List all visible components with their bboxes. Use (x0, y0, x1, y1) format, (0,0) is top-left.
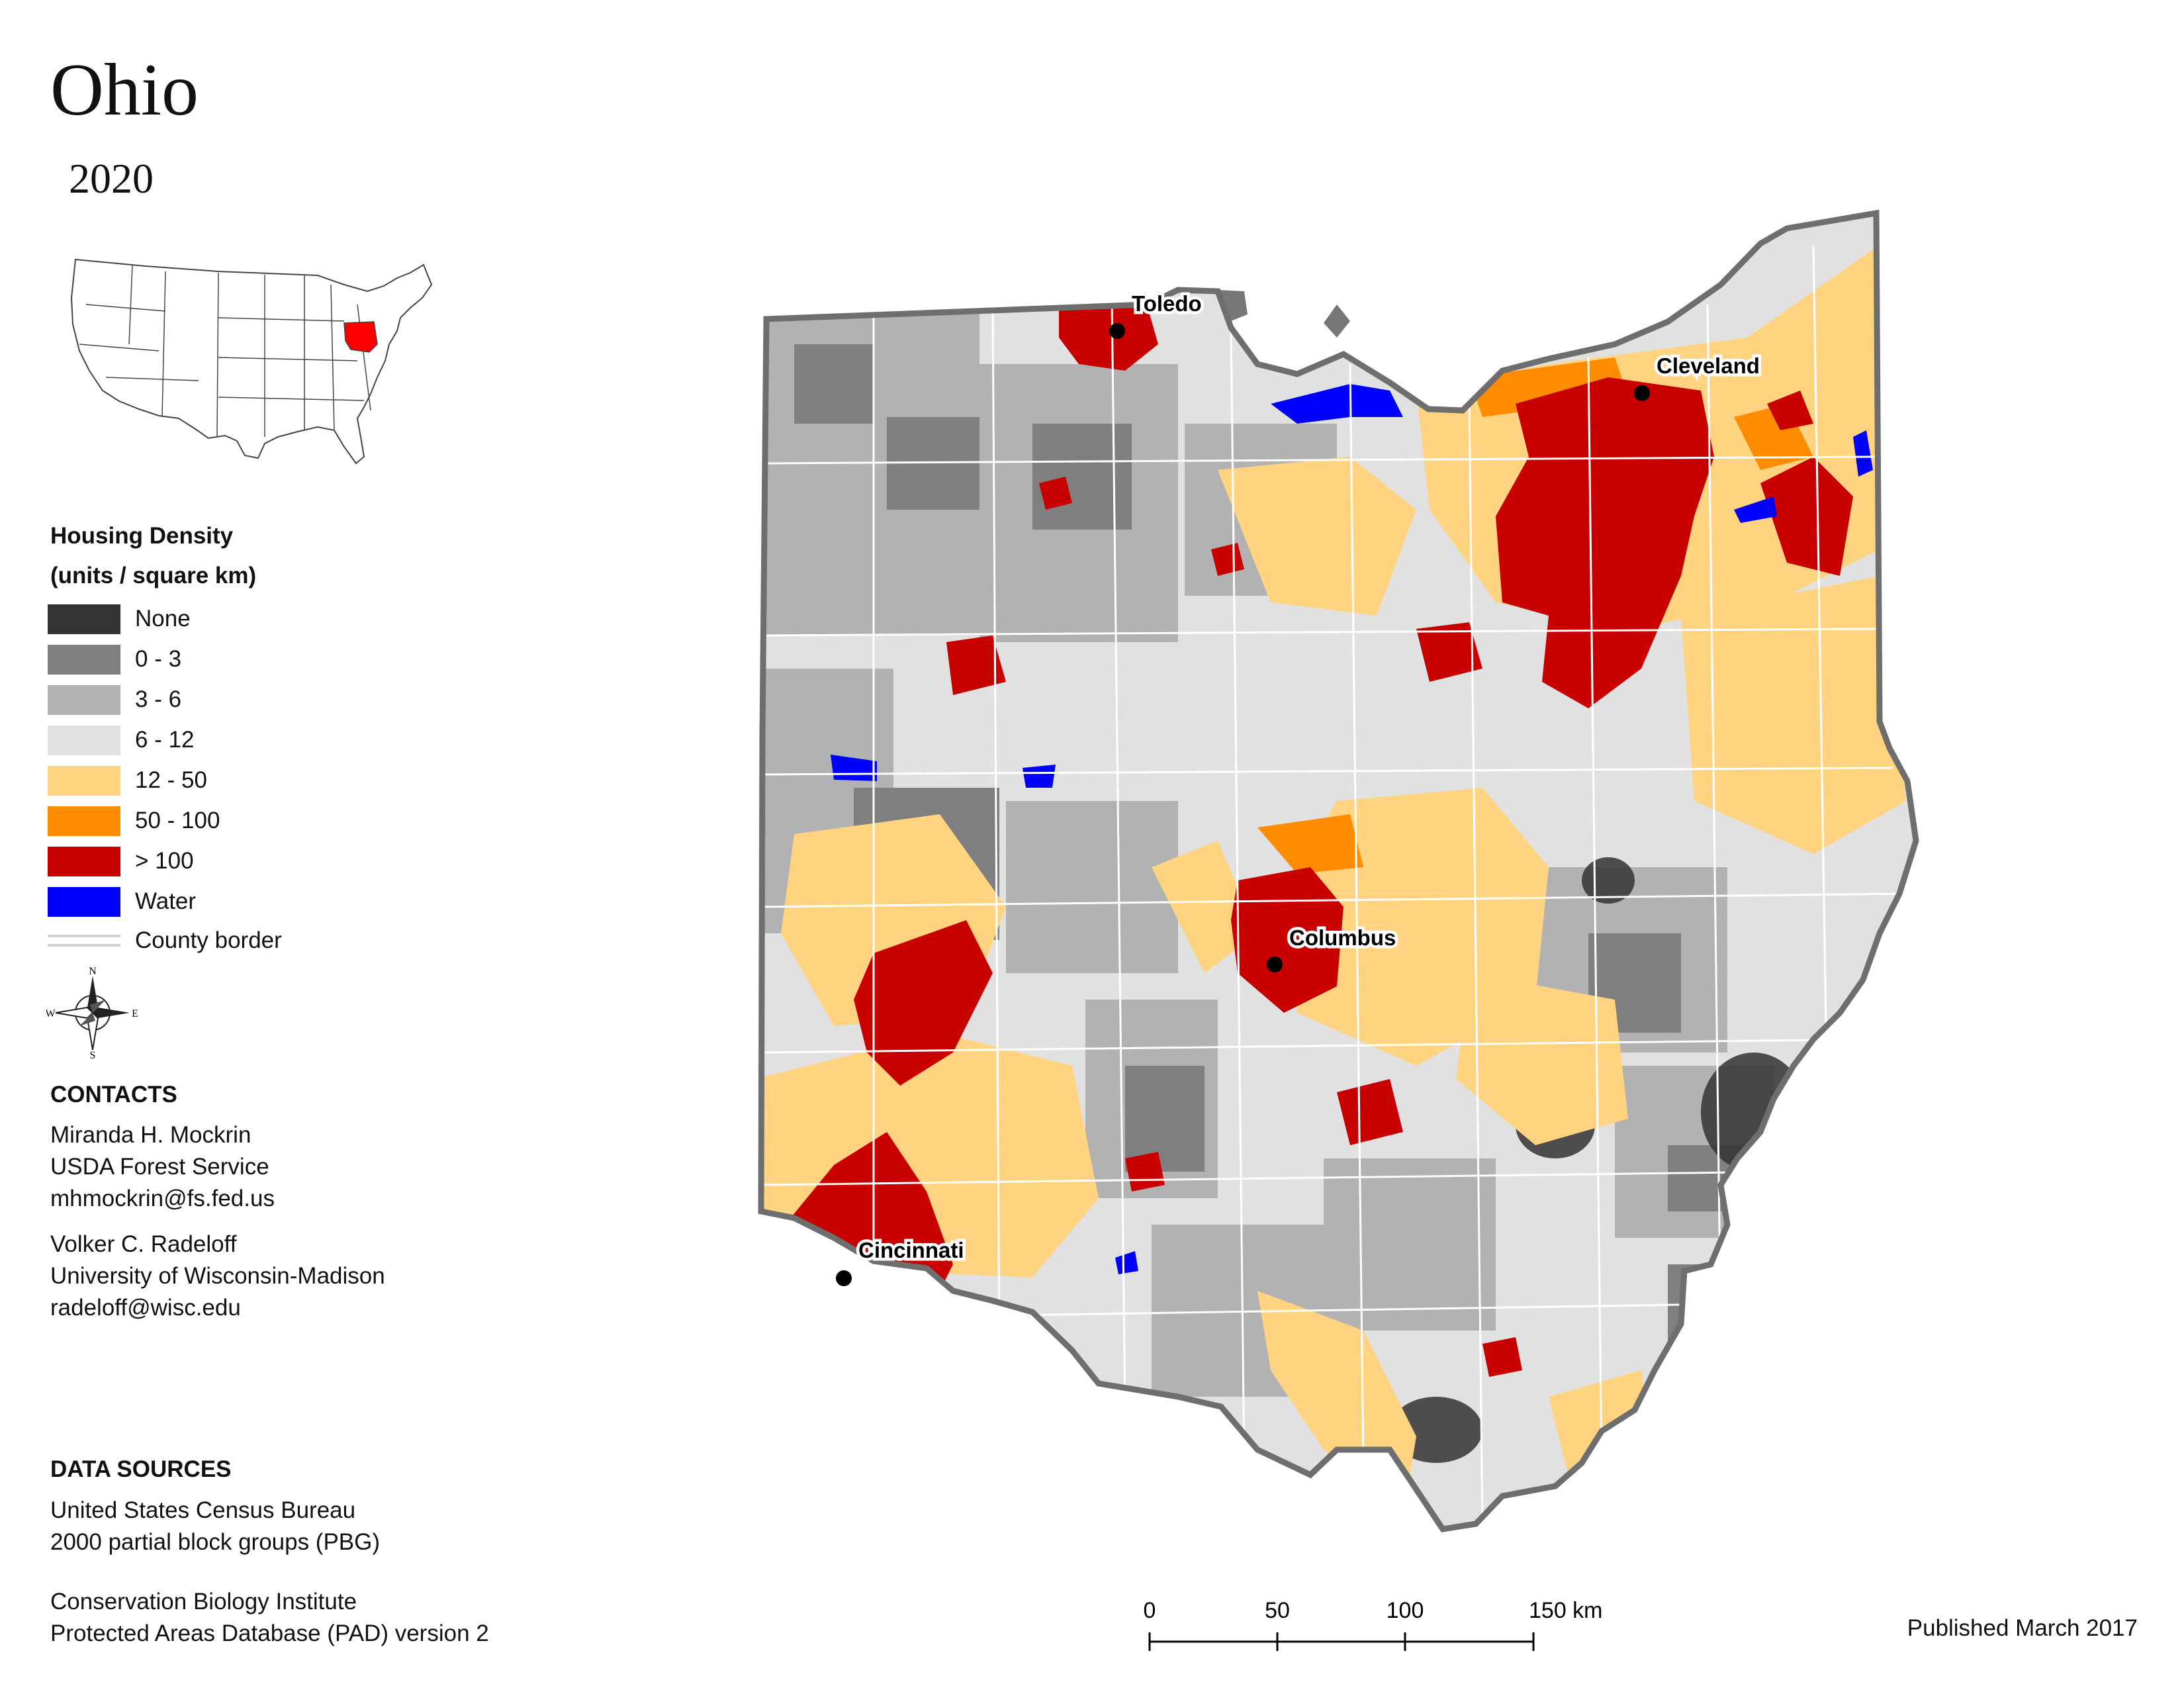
ohio-highlight (343, 321, 378, 353)
dayton-urban (854, 920, 993, 1086)
city-label: Cincinnati (858, 1238, 964, 1262)
legend-item: 6 - 12 (48, 724, 195, 757)
city-label: Columbus (1289, 925, 1396, 950)
data-sources-heading: DATA SOURCES (50, 1456, 232, 1482)
legend-label: County border (135, 927, 282, 953)
legend-label: > 100 (135, 848, 194, 874)
contact2-org: University of Wisconsin-Madison (50, 1263, 385, 1289)
contact2-email[interactable]: radeloff@wisc.edu (50, 1295, 241, 1321)
toledo-urban (1059, 298, 1158, 371)
compass-s: S (90, 1050, 96, 1059)
legend-swatch (48, 604, 120, 634)
legend-swatch (48, 684, 120, 715)
contact1-org: USDA Forest Service (50, 1154, 269, 1180)
legend-item: 12 - 50 (48, 764, 207, 797)
source1-line1: United States Census Bureau (50, 1497, 356, 1523)
compass-n: N (89, 966, 97, 977)
published-date: Published March 2017 (1907, 1615, 2138, 1641)
scale-bar: 0 50 100 150 km (1144, 1598, 1603, 1651)
water-body (960, 1311, 986, 1334)
city-toledo[interactable]: Toledo (1109, 289, 1205, 339)
water-body (1271, 384, 1403, 424)
compass-e: E (132, 1008, 138, 1019)
compass-rose-icon: N S E W (46, 966, 138, 1059)
city-label: Toledo (1132, 291, 1202, 316)
city-label: Cleveland (1657, 353, 1760, 378)
county-border-swatch (48, 935, 120, 947)
city-cleveland[interactable]: Cleveland (1634, 351, 1762, 401)
legend-item: 50 - 100 (48, 804, 220, 837)
legend-label: Water (135, 888, 197, 914)
legend-swatch (48, 765, 120, 796)
compass-w: W (46, 1008, 56, 1019)
source2-line2: Protected Areas Database (PAD) version 2 (50, 1620, 489, 1646)
legend-swatch (48, 886, 120, 917)
city-point (1634, 385, 1650, 401)
legend-label: 6 - 12 (135, 727, 195, 753)
legend-label: 3 - 6 (135, 686, 182, 712)
source1-line2: 2000 partial block groups (PBG) (50, 1529, 381, 1555)
legend-label: 0 - 3 (135, 646, 182, 672)
lima-urban (946, 635, 1006, 695)
us-locator-map (70, 258, 433, 465)
legend-units: (units / square km) (50, 563, 257, 588)
legend-item-county-border: County border (48, 924, 282, 957)
legend-item: 0 - 3 (48, 643, 181, 676)
contact1-email[interactable]: mhmockrin@fs.fed.us (50, 1186, 275, 1211)
county-borders (761, 244, 1907, 1523)
city-point (1109, 323, 1125, 339)
legend-item: > 100 (48, 845, 194, 878)
legend-item: None (48, 602, 191, 635)
city-columbus[interactable]: Columbus (1267, 923, 1399, 972)
water-body (1115, 1251, 1138, 1274)
scale-label: 50 (1265, 1598, 1290, 1623)
map-title: Ohio (50, 49, 199, 131)
scale-label: 0 (1144, 1598, 1156, 1623)
cleveland-urban (1496, 377, 1714, 708)
legend-swatch (48, 725, 120, 755)
lake-erie-islands (1218, 290, 1248, 321)
legend-swatch (48, 644, 120, 675)
scale-label: 150 km (1529, 1598, 1603, 1623)
water-body (1734, 496, 1777, 523)
contact1-name: Miranda H. Mockrin (50, 1122, 251, 1148)
ohio-housing-density-map[interactable]: Toledo Cleveland Columbus Cincinnati (754, 205, 2012, 1556)
legend-label: None (135, 606, 191, 632)
density-layer (761, 213, 1916, 1529)
legend-label: 12 - 50 (135, 767, 207, 793)
columbus-urban (1231, 867, 1343, 1013)
contacts-heading: CONTACTS (50, 1082, 177, 1107)
lake-erie-islands (1324, 305, 1350, 338)
legend-swatch (48, 806, 120, 836)
legend-title: Housing Density (50, 523, 234, 549)
city-point (1267, 957, 1283, 972)
water-body (1023, 765, 1056, 788)
water-body (1853, 430, 1873, 477)
legend-label: 50 - 100 (135, 808, 220, 833)
legend-swatch (48, 846, 120, 876)
city-point (836, 1270, 852, 1286)
contact2-name: Volker C. Radeloff (50, 1231, 237, 1257)
city-cincinnati[interactable]: Cincinnati (836, 1235, 967, 1286)
scale-label: 100 (1387, 1598, 1424, 1623)
map-year: 2020 (69, 155, 154, 202)
mansfield-urban (1416, 622, 1482, 682)
source2-line1: Conservation Biology Institute (50, 1589, 357, 1615)
legend-item: Water (48, 885, 196, 918)
legend-item: 3 - 6 (48, 683, 181, 716)
youngstown-urban (1760, 457, 1853, 576)
